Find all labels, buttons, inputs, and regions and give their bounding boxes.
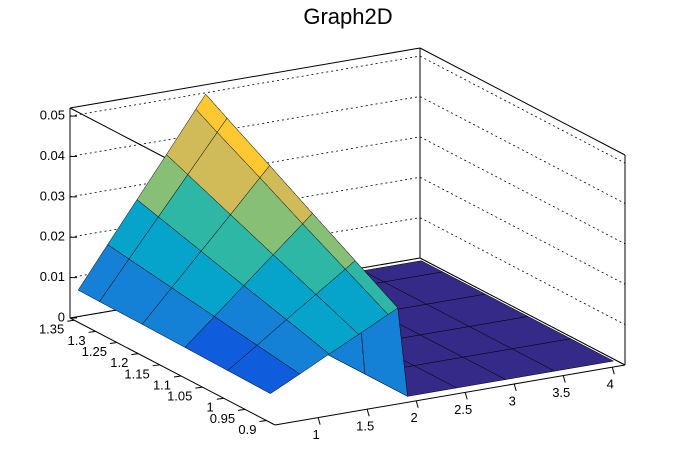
- z-tick-label: 0.02: [40, 229, 65, 244]
- x-tick-label: 3.5: [552, 385, 570, 400]
- y-tick-label: 1.3: [68, 333, 86, 348]
- grid-line: [69, 96, 421, 157]
- x-tick: [464, 392, 468, 400]
- y-tick: [131, 353, 139, 356]
- grid-line: [69, 136, 421, 198]
- y-tick-label: 1.25: [82, 344, 107, 359]
- x-tick: [366, 409, 370, 417]
- y-tick: [173, 375, 182, 378]
- z-tick-label: 0.05: [40, 108, 65, 123]
- grid-line: [69, 55, 421, 117]
- x-tick-label: 2.5: [454, 402, 472, 417]
- y-tick-label: 1.05: [167, 389, 192, 404]
- x-tick-label: 2: [411, 410, 418, 425]
- y-tick-label: 1.35: [39, 322, 64, 337]
- z-tick-label: 0.04: [40, 148, 65, 163]
- y-tick-label: 0.9: [238, 422, 256, 437]
- grid-line: [419, 217, 626, 325]
- box-edge: [419, 47, 626, 156]
- x-tick: [317, 417, 321, 425]
- y-tick: [152, 364, 160, 367]
- grid-line: [69, 217, 421, 279]
- x-tick-label: 4: [607, 377, 614, 392]
- x-tick: [562, 375, 566, 383]
- y-tick-label: 1.2: [110, 355, 128, 370]
- box-edge: [69, 47, 421, 109]
- x-tick-label: 3: [509, 393, 516, 408]
- grid-line: [69, 176, 421, 238]
- y-tick: [216, 397, 224, 400]
- y-tick: [259, 420, 267, 423]
- grid-line: [419, 55, 626, 164]
- z-tick-label: 0: [58, 309, 65, 324]
- grid-line: [419, 136, 626, 245]
- surface-cell: [227, 344, 301, 394]
- x-tick: [611, 367, 615, 375]
- z-tick-label: 0.03: [40, 188, 65, 203]
- x-tick-label: 1: [313, 427, 320, 442]
- x-tick: [415, 400, 419, 408]
- grid-line: [419, 257, 626, 366]
- y-tick: [67, 319, 75, 322]
- grid-line: [419, 96, 626, 204]
- z-tick-label: 0.01: [40, 269, 65, 284]
- y-tick: [195, 386, 203, 389]
- grid-line: [419, 176, 626, 285]
- y-tick-label: 1.15: [124, 366, 149, 381]
- x-tick: [513, 383, 517, 392]
- y-tick: [109, 342, 118, 345]
- y-tick-label: 1.1: [153, 377, 171, 392]
- y-tick: [88, 330, 96, 333]
- x-axis: [274, 364, 626, 426]
- y-tick-label: 1: [207, 400, 214, 415]
- chart-title: Graph2D: [303, 4, 392, 29]
- x-tick-label: 1.5: [356, 419, 374, 434]
- y-tick-label: 0.95: [210, 411, 235, 426]
- y-axis: [69, 317, 276, 426]
- y-tick: [238, 408, 246, 411]
